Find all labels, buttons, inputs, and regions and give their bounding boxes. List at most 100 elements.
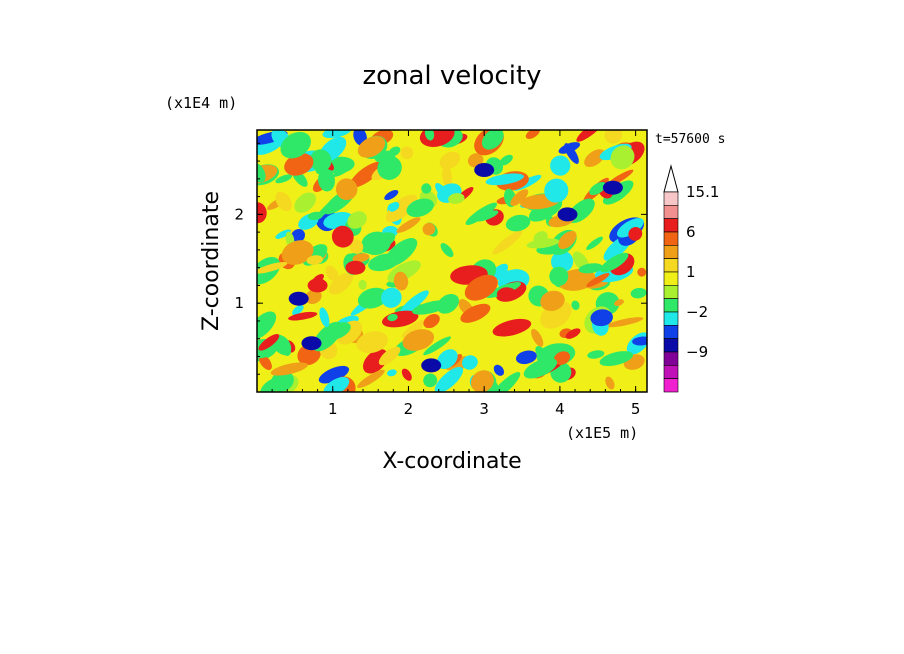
- contour-blob: [400, 290, 429, 315]
- contour-blob: [381, 287, 402, 308]
- contour-field: [257, 130, 647, 392]
- contour-blob: [448, 193, 465, 204]
- colorbar-swatch: [663, 311, 679, 326]
- contour-blob: [357, 369, 385, 389]
- colorbar-labels: 15.1 6 1 −2 −9: [686, 183, 719, 361]
- contour-blob: [401, 319, 426, 338]
- colorbar-swatch: [663, 245, 679, 259]
- contour-blob: [385, 194, 418, 223]
- contour-core: [496, 287, 517, 302]
- colorbar-swatch: [663, 298, 679, 313]
- colorbar-label: 1: [686, 263, 696, 281]
- contour-blob: [400, 146, 414, 160]
- contour-blob: [352, 253, 370, 263]
- contour-blob: [564, 143, 579, 164]
- contour-blob: [637, 267, 647, 277]
- contour-blob: [305, 289, 322, 304]
- contour-blob: [550, 155, 571, 176]
- contour-blob: [470, 370, 494, 392]
- contour-core: [474, 163, 495, 177]
- contour-blob: [535, 346, 547, 360]
- contour-blob: [406, 198, 434, 218]
- contour-blob: [584, 149, 606, 167]
- contour-blob: [587, 350, 605, 359]
- contour-blob: [384, 189, 399, 201]
- colorbar-swatch: [663, 231, 679, 246]
- contour-blob: [271, 370, 294, 392]
- contour-blob: [363, 349, 388, 374]
- chart-title: zonal velocity: [362, 61, 541, 91]
- colorbar-swatch: [663, 271, 679, 286]
- y-axis-label: Z-coordinate: [199, 191, 224, 331]
- y-tick-label: 2: [234, 205, 244, 223]
- colorbar-label: −2: [686, 303, 708, 321]
- y-unit-label: (x1E4 m): [165, 94, 237, 112]
- contour-blob: [393, 271, 409, 291]
- contour-blob: [485, 173, 524, 186]
- colorbar-swatch: [663, 191, 679, 206]
- contour-blob: [423, 336, 451, 356]
- contour-blob: [440, 243, 454, 258]
- contour-blob: [499, 154, 513, 166]
- contour-blob: [387, 313, 398, 322]
- contour-blob: [349, 239, 364, 254]
- contour-blob: [630, 287, 647, 299]
- colorbar-label: 6: [686, 223, 696, 241]
- contour-blob: [435, 182, 448, 198]
- contour-blob: [606, 317, 644, 328]
- contour-blob: [360, 232, 396, 254]
- contour-blob: [526, 238, 560, 249]
- contour-blob: [616, 218, 644, 238]
- contour-blob: [401, 368, 412, 381]
- contour-blob: [505, 214, 531, 232]
- contour-blob: [465, 202, 498, 225]
- colorbar-arrow: [663, 164, 679, 193]
- contour-blob: [531, 328, 544, 347]
- colorbar-swatch: [663, 218, 679, 233]
- colorbar-swatch: [663, 351, 679, 366]
- contour-blob: [464, 274, 498, 301]
- contour-blob: [335, 178, 358, 201]
- contour-blob: [307, 211, 323, 221]
- contour-blob: [599, 351, 634, 367]
- contour-blob: [439, 151, 461, 169]
- contour-blob: [328, 272, 354, 295]
- contour-blob: [571, 300, 580, 311]
- colorbar-swatch: [663, 324, 679, 339]
- contour-blob: [275, 191, 292, 211]
- contour-blob: [540, 290, 565, 311]
- contour-blob: [434, 366, 464, 392]
- contour-blob: [347, 211, 367, 229]
- contour-blob: [349, 161, 384, 188]
- contour-blob: [280, 131, 311, 159]
- colorbar-swatch: [663, 205, 679, 219]
- contour-core: [301, 336, 322, 351]
- x-axis: 1 2 3 4 5: [271, 130, 641, 418]
- contour-blob: [600, 252, 629, 273]
- contour-blob: [578, 263, 603, 274]
- contour-blob: [368, 253, 400, 272]
- x-tick-label: 5: [631, 400, 641, 418]
- contour-blob: [281, 343, 291, 356]
- contour-blob: [288, 311, 318, 321]
- contour-blob: [423, 314, 440, 329]
- contour-blob: [294, 192, 317, 213]
- contour-blob: [322, 130, 352, 139]
- contour-core: [602, 180, 623, 195]
- contour-blob: [610, 145, 635, 170]
- contour-blob: [357, 136, 386, 158]
- contour-blob: [565, 328, 581, 339]
- colorbar-swatch: [663, 284, 679, 299]
- x-axis-label: X-coordinate: [382, 449, 521, 474]
- contour-blob: [270, 362, 308, 376]
- contour-blob: [628, 227, 643, 241]
- contour-blob: [549, 266, 569, 286]
- contour-blob: [318, 168, 335, 192]
- contour-blob: [523, 357, 558, 379]
- plot-frame: [256, 129, 648, 393]
- x-tick-label: 2: [404, 400, 414, 418]
- contour-blob: [323, 377, 350, 392]
- contour-blob: [490, 371, 521, 392]
- contour-blob: [460, 303, 491, 323]
